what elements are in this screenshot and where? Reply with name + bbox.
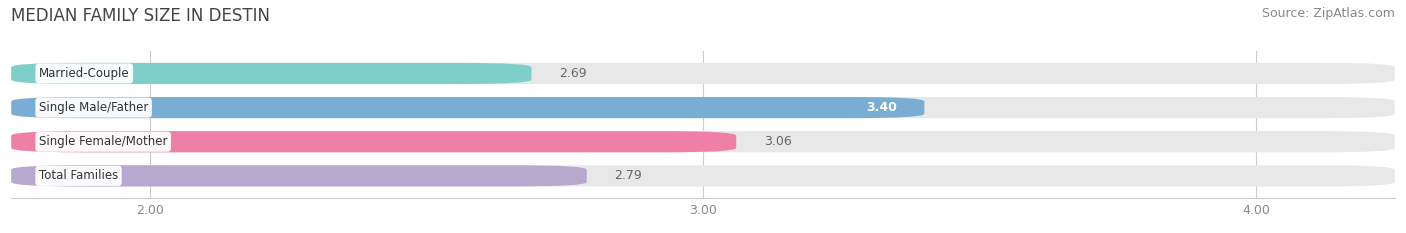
FancyBboxPatch shape [11, 63, 531, 84]
Text: Single Male/Father: Single Male/Father [39, 101, 148, 114]
FancyBboxPatch shape [11, 165, 586, 186]
Text: 2.69: 2.69 [560, 67, 586, 80]
FancyBboxPatch shape [11, 97, 1395, 118]
Text: Source: ZipAtlas.com: Source: ZipAtlas.com [1261, 7, 1395, 20]
Text: 2.79: 2.79 [614, 169, 643, 182]
FancyBboxPatch shape [11, 165, 1395, 186]
FancyBboxPatch shape [11, 131, 1395, 152]
FancyBboxPatch shape [11, 131, 737, 152]
Text: Married-Couple: Married-Couple [39, 67, 129, 80]
Text: Single Female/Mother: Single Female/Mother [39, 135, 167, 148]
Text: 3.40: 3.40 [866, 101, 897, 114]
Text: Total Families: Total Families [39, 169, 118, 182]
Text: 3.06: 3.06 [763, 135, 792, 148]
Text: MEDIAN FAMILY SIZE IN DESTIN: MEDIAN FAMILY SIZE IN DESTIN [11, 7, 270, 25]
FancyBboxPatch shape [11, 97, 924, 118]
FancyBboxPatch shape [11, 63, 1395, 84]
